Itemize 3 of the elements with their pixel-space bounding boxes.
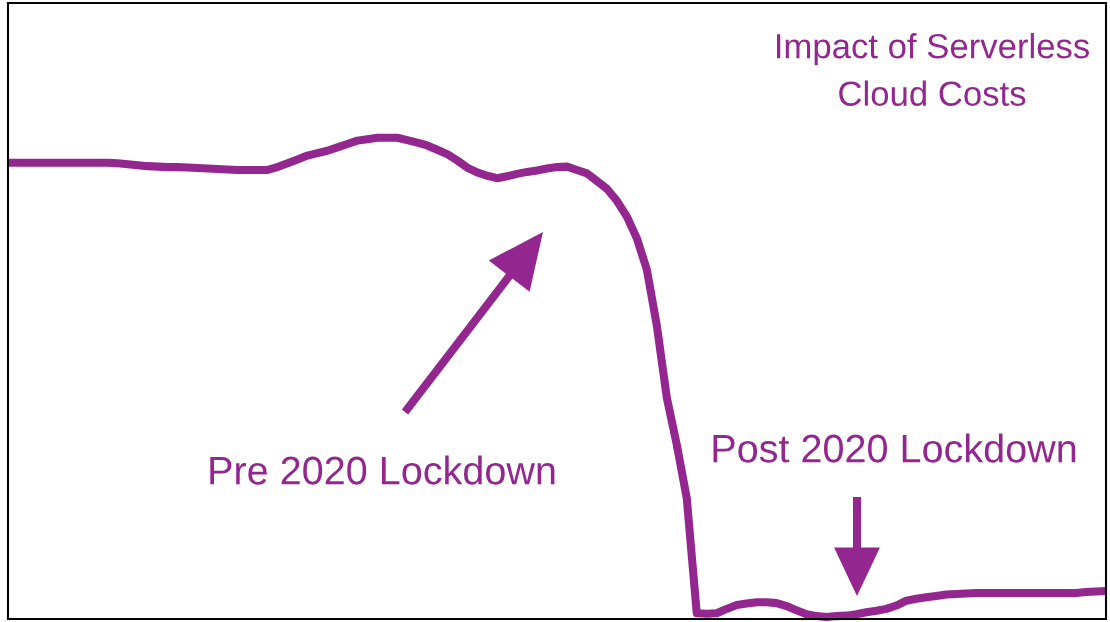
annotation: Post 2020 Lockdown [713,433,1076,463]
chart-title: Impact of Serverless Cloud Costs [776,33,1089,106]
annotation: Pre 2020 Lockdown [210,455,555,485]
